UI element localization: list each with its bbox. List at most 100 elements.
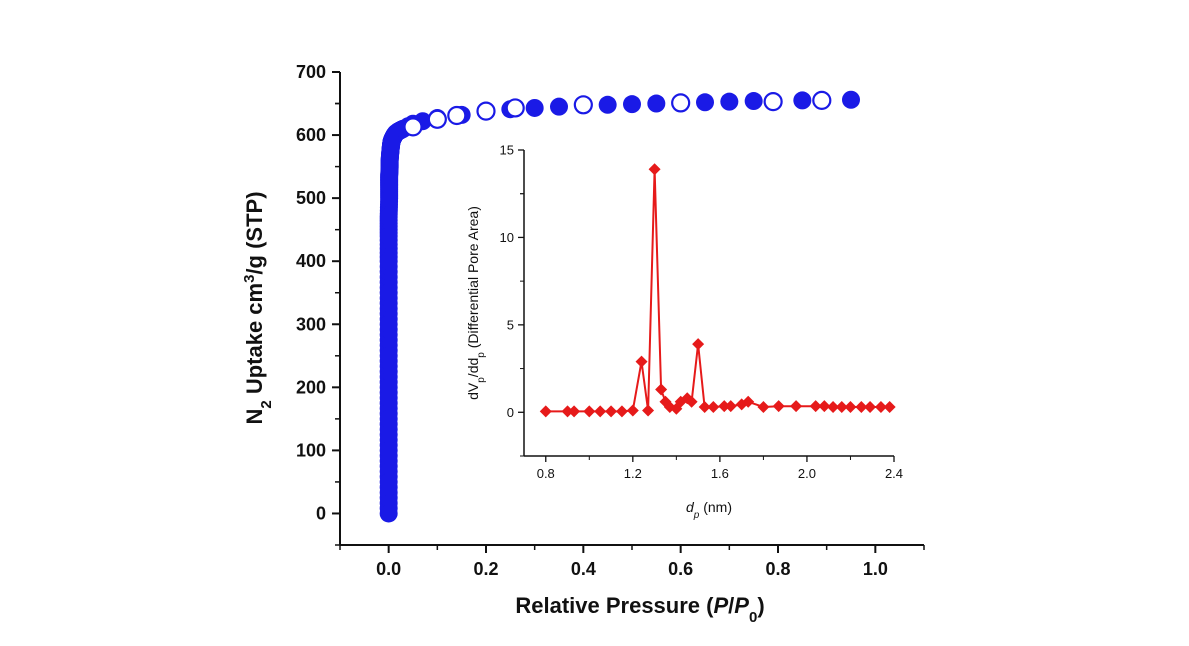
pore-distribution-point (615, 405, 628, 418)
main-y-tick-label: 700 (296, 62, 326, 82)
pore-distribution-point (655, 383, 668, 396)
pore-distribution-point (818, 400, 831, 413)
pore-distribution-point (648, 163, 661, 176)
inset-x-tick-label: 2.4 (885, 466, 903, 481)
pore-distribution-point (594, 405, 607, 418)
desorption-point (671, 93, 691, 113)
adsorption-point (379, 441, 398, 460)
adsorption-point (744, 92, 763, 111)
inset-y-tick-label: 15 (500, 143, 514, 158)
inset-series (539, 163, 896, 418)
pore-distribution-point (883, 401, 896, 414)
main-xlabel-p0: P (734, 593, 749, 618)
pore-distribution-point (724, 400, 737, 413)
main-y-tick-label: 400 (296, 251, 326, 271)
main-y-tick-label: 0 (316, 503, 326, 523)
adsorption-point (525, 98, 544, 117)
adsorption-point (696, 93, 714, 112)
adsorption-point (379, 226, 398, 245)
inset-ticks: 0.8 1.2 1.6 2.0 2.4 0 5 10 15 (500, 143, 904, 482)
adsorption-point (379, 283, 398, 302)
main-y-tick-label: 300 (296, 314, 326, 334)
pore-distribution-line (545, 169, 890, 413)
desorption-point (447, 105, 467, 126)
adsorption-point (379, 472, 398, 491)
pore-distribution-point (692, 338, 705, 351)
main-ylabel-end: /g (STP) (242, 191, 267, 274)
main-y-axis-title: N2 Uptake cm3/g (STP) (241, 191, 275, 424)
main-xlabel-prefix: Relative Pressure ( (515, 593, 714, 618)
desorption-point (505, 98, 525, 118)
pore-distribution-point (718, 400, 731, 413)
pore-distribution-point (583, 405, 596, 418)
pore-distribution-point (772, 400, 785, 413)
pore-distribution-point (790, 400, 803, 413)
main-ylabel-sub: 2 (258, 400, 275, 408)
adsorption-point (647, 94, 666, 113)
inset-xlabel-suffix: (nm) (699, 499, 732, 515)
pore-distribution-point (707, 401, 720, 414)
desorption-point (427, 109, 447, 129)
main-x-axis-title: Relative Pressure (P/P0) (515, 593, 764, 626)
inset-x-tick-label: 2.0 (798, 466, 816, 481)
main-ylabel-sup: 3 (241, 275, 258, 283)
inset-xlabel-sub: p (693, 510, 700, 521)
desorption-point (812, 90, 832, 110)
main-y-tick-label: 600 (296, 125, 326, 145)
main-xlabel-sub: 0 (749, 609, 757, 626)
inset-ylabel-mid: /dd (465, 358, 481, 377)
adsorption-point (379, 504, 398, 523)
adsorption-point (550, 97, 568, 116)
inset-xlabel-d: d (686, 499, 695, 515)
pore-distribution-point (742, 395, 755, 408)
pore-distribution-point (698, 401, 711, 414)
main-xlabel-slash: / (728, 593, 734, 618)
main-x-tick-label: 0.6 (668, 559, 693, 579)
pore-distribution-point (864, 401, 877, 414)
adsorption-point (623, 95, 641, 114)
pore-distribution-point (874, 401, 887, 414)
adsorption-point (379, 208, 398, 227)
main-y-tick-label: 500 (296, 188, 326, 208)
inset-ylabel-suffix: (Differential Pore Area) (465, 206, 481, 352)
pore-distribution-point (855, 401, 868, 414)
pore-distribution-point (635, 355, 648, 368)
inset-x-axis-title: dp (nm) (686, 499, 732, 521)
main-xlabel-p: P (713, 593, 728, 618)
pore-distribution-point (568, 405, 581, 418)
inset-y-axis-title: dVp/ddp (Differential Pore Area) (465, 206, 487, 400)
desorption-point (573, 95, 593, 115)
adsorption-point (379, 346, 398, 365)
pore-distribution-point (835, 401, 848, 414)
adsorption-point (379, 252, 398, 271)
inset-x-tick-label: 1.2 (624, 466, 642, 481)
main-x-tick-label: 1.0 (863, 559, 888, 579)
inset-x-tick-label: 1.6 (711, 466, 729, 481)
pore-distribution-point (757, 401, 770, 414)
pore-distribution-point (539, 405, 552, 418)
desorption-point (403, 117, 423, 137)
inset-x-tick-label: 0.8 (537, 466, 555, 481)
main-points (379, 90, 860, 523)
main-xlabel-suffix: ) (757, 593, 764, 618)
adsorption-point (842, 90, 860, 109)
pore-distribution-point (626, 404, 639, 417)
pore-distribution-point (605, 405, 618, 418)
pore-distribution-point (642, 404, 655, 417)
pore-distribution-point (809, 400, 822, 413)
adsorption-point (379, 378, 398, 397)
main-x-tick-label: 0.2 (473, 559, 498, 579)
inset-y-tick-label: 0 (507, 405, 514, 420)
main-y-tick-label: 100 (296, 440, 326, 460)
main-ylabel-mid: Uptake cm (242, 283, 267, 400)
pore-distribution-point (561, 405, 574, 418)
main-plot: 0.0 0.2 0.4 0.6 0.8 1.00100200300400500600700… (241, 62, 925, 626)
desorption-point (763, 92, 783, 112)
inset-y-tick-label: 5 (507, 317, 514, 332)
desorption-point (476, 101, 496, 121)
adsorption-point (793, 91, 812, 110)
main-x-tick-label: 0.0 (376, 559, 401, 579)
